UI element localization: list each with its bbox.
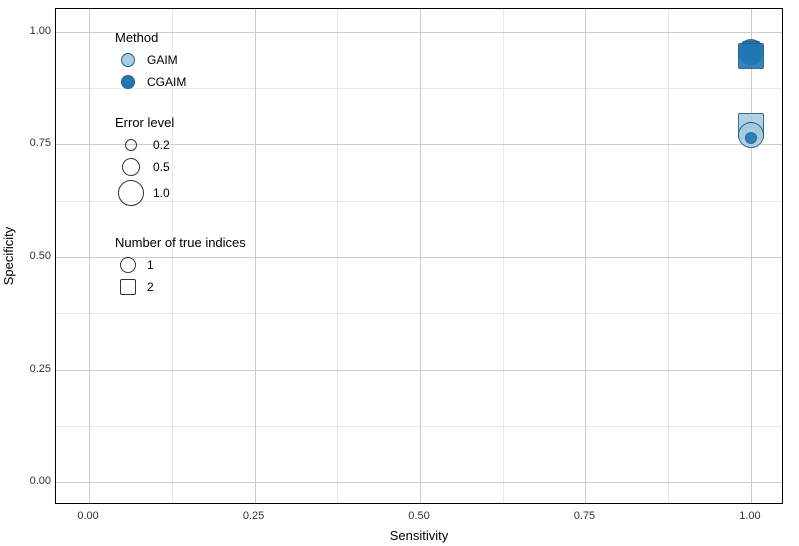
legend-label: 1.0 [153, 186, 170, 200]
legend-row: CGAIM [115, 71, 186, 93]
grid-major-v [89, 9, 90, 503]
x-tick-label: 0.50 [408, 510, 429, 522]
legend-shape-icon [120, 257, 136, 273]
legend-shape-title: Number of true indices [115, 235, 246, 250]
legend-row: 1 [115, 254, 246, 276]
grid-minor-v [337, 9, 338, 503]
grid-minor-h [56, 313, 782, 314]
grid-major-v [420, 9, 421, 503]
legend-error-level: Error level 0.2 0.5 1.0 [115, 115, 174, 208]
grid-minor-v [668, 9, 669, 503]
grid-minor-v [503, 9, 504, 503]
legend-size-icon [118, 180, 144, 206]
x-axis-title: Sensitivity [390, 528, 449, 543]
legend-size-icon [122, 158, 140, 176]
x-tick-label: 0.75 [574, 510, 595, 522]
x-tick-label: 1.00 [739, 510, 760, 522]
x-tick-label: 0.00 [77, 510, 98, 522]
data-point [745, 132, 757, 144]
x-tick-label: 0.25 [243, 510, 264, 522]
legend-error-title: Error level [115, 115, 174, 130]
legend-row: 0.5 [115, 156, 174, 178]
legend-method-title: Method [115, 30, 186, 45]
y-tick-label: 0.25 [21, 363, 51, 375]
y-axis-title: Specificity [1, 227, 16, 286]
legend-swatch-icon [121, 53, 135, 67]
legend-row: GAIM [115, 49, 186, 71]
legend-label: 1 [147, 258, 154, 272]
data-point [738, 43, 764, 69]
y-tick-label: 0.75 [21, 137, 51, 149]
y-tick-label: 0.50 [21, 250, 51, 262]
legend-label: CGAIM [147, 75, 186, 89]
legend-label: 0.5 [153, 160, 170, 174]
legend-true-indices: Number of true indices 1 2 [115, 235, 246, 298]
legend-size-icon [125, 139, 137, 151]
grid-major-v [255, 9, 256, 503]
legend-label: GAIM [147, 53, 178, 67]
legend-row: 0.2 [115, 134, 174, 156]
legend-row: 1.0 [115, 178, 174, 208]
legend-shape-icon [120, 279, 136, 295]
y-tick-label: 1.00 [21, 25, 51, 37]
legend-swatch-icon [121, 75, 135, 89]
grid-major-v [585, 9, 586, 503]
figure: Sensitivity Specificity Method GAIM CGAIM… [0, 0, 799, 546]
y-tick-label: 0.00 [21, 475, 51, 487]
legend-label: 0.2 [153, 138, 170, 152]
grid-major-v [751, 9, 752, 503]
legend-row: 2 [115, 276, 246, 298]
grid-major-h [56, 482, 782, 483]
grid-minor-h [56, 426, 782, 427]
legend-label: 2 [147, 280, 154, 294]
grid-major-h [56, 370, 782, 371]
legend-method: Method GAIM CGAIM [115, 30, 186, 93]
